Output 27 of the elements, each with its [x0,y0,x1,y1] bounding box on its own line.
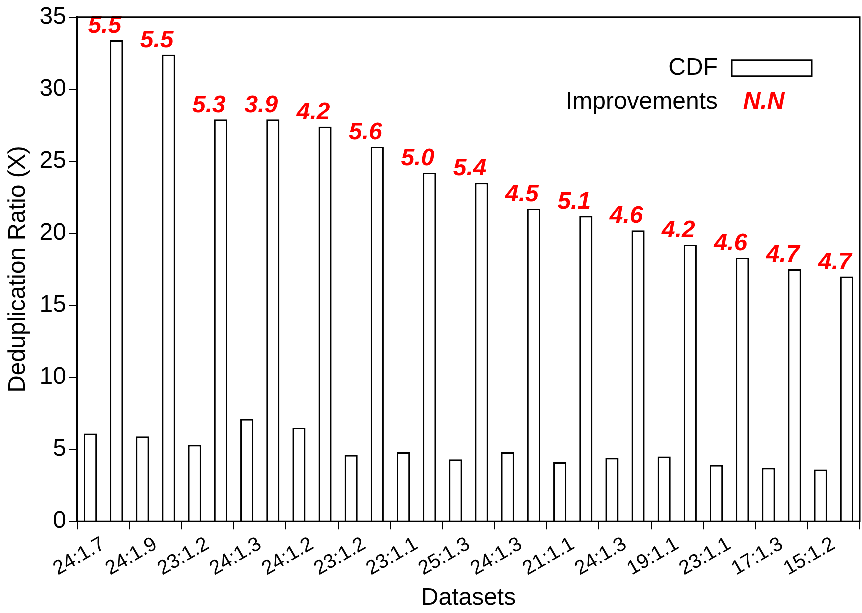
annotation: 3.9 [244,91,279,118]
annotation: 5.0 [401,144,436,172]
y-axis-title: Deduplication Ratio (X) [4,146,32,393]
y-tick-label: 20 [40,219,66,246]
annotation: 5.3 [192,91,227,118]
annotation: 4.6 [713,230,748,257]
annotation: 5.1 [558,188,592,215]
y-tick-label: 30 [40,75,66,102]
annotation: 4.7 [818,248,854,276]
annotation: 4.7 [765,241,802,268]
annotation: 5.6 [349,118,384,146]
y-tick-label: 35 [40,3,66,30]
annotation: Improvements [566,88,718,116]
y-tick-label: 0 [53,507,66,534]
annotation: 5.5 [140,26,174,54]
y-tick-label: 25 [40,147,66,174]
annotation: 4.5 [504,180,540,208]
annotation: 4.2 [296,98,331,126]
annotation: 4.2 [661,216,696,244]
annotation: N.N [743,88,786,116]
annotation: 4.6 [608,202,644,230]
x-axis-title: Datasets [421,584,516,612]
y-tick-label: 5 [53,435,66,462]
annotation: 5.4 [453,154,487,182]
text: CDF [668,54,718,82]
y-tick-label: 10 [40,363,66,390]
y-tick-label: 15 [40,291,66,318]
